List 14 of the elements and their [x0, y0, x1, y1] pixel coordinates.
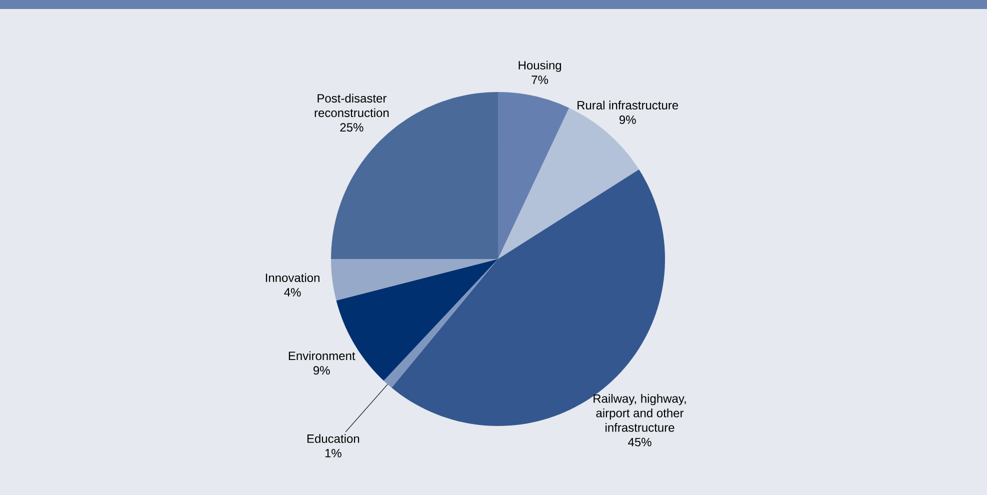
- slice-label: Innovation: [266, 273, 320, 282]
- slice-label: Environment: [288, 351, 356, 360]
- data-label: 4%: [284, 288, 301, 296]
- data-label: 9%: [314, 366, 330, 375]
- data-label: 45%: [628, 438, 652, 446]
- data-label: 25%: [340, 123, 364, 132]
- data-label: 9%: [619, 116, 636, 124]
- slice-label: Housing: [518, 60, 562, 72]
- slice-label: Post-disaster reconstruction: [314, 94, 389, 118]
- data-label: 7%: [532, 76, 548, 84]
- slice-label: Education: [307, 434, 360, 443]
- data-label: 1%: [325, 448, 342, 458]
- slice-label: Railway, highway, airport and other infrastructure: [594, 394, 686, 432]
- slice-label: Rural infrastructure: [578, 100, 678, 110]
